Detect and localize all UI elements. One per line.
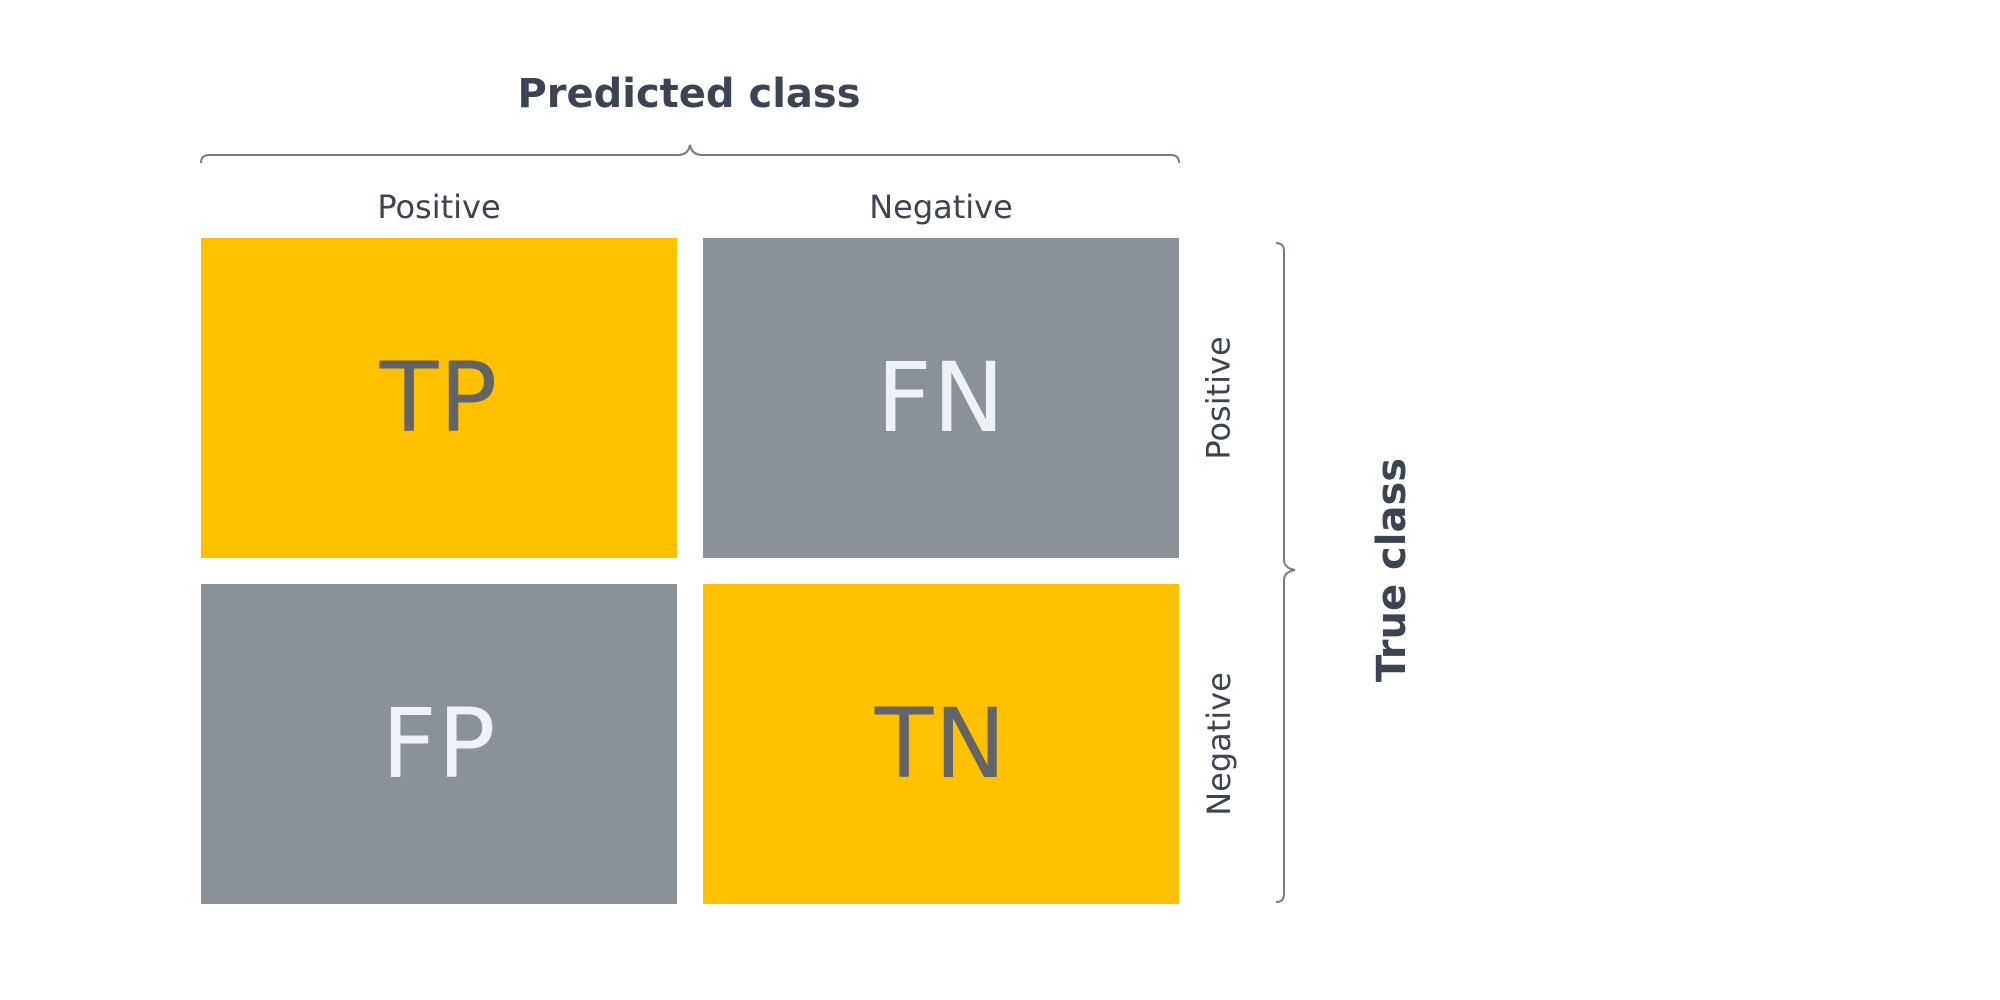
true-class-title-text: True class	[1369, 457, 1415, 683]
column-label-positive: Positive	[377, 188, 501, 226]
cell-false-negative: FN	[703, 238, 1179, 558]
cell-true-negative: TN	[703, 584, 1179, 904]
cell-false-positive: FP	[201, 584, 677, 904]
row-label-negative: Negative	[1194, 584, 1244, 904]
true-class-brace	[1275, 242, 1296, 903]
column-label-negative: Negative	[869, 188, 1013, 226]
row-label-negative-text: Negative	[1200, 672, 1239, 816]
cell-true-positive: TP	[201, 238, 677, 558]
predicted-class-brace	[200, 144, 1180, 164]
row-label-positive: Positive	[1194, 238, 1244, 558]
true-class-title: True class	[1362, 420, 1422, 720]
predicted-class-title: Predicted class	[517, 71, 861, 117]
row-label-positive-text: Positive	[1200, 336, 1239, 460]
